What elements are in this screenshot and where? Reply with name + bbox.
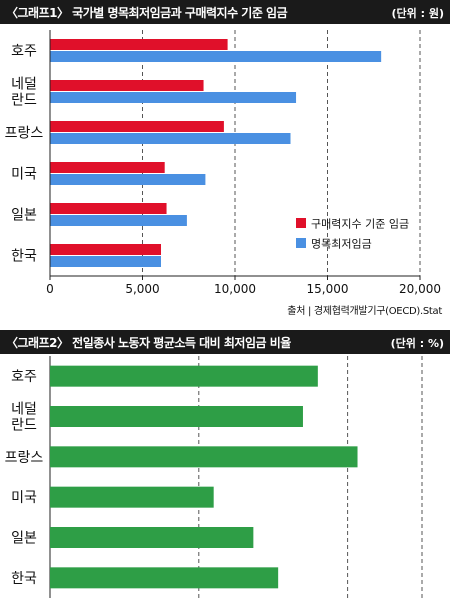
chart1-bar-ppp-3 [50, 162, 165, 173]
chart1-legend-label-1: 명목최저임금 [311, 238, 372, 251]
chart2-category-label-1-0: 네덜 [11, 402, 37, 418]
chart1-category-label-3: 미국 [11, 167, 37, 183]
chart2-bar-5 [50, 567, 279, 589]
chart1-header: 〈그래프1〉 국가별 명목최저임금과 구매력지수 기준 임금 (단위 : 원) [0, 0, 450, 24]
chart2-bar-2 [50, 446, 358, 468]
chart1-xtick-label-1: 5,000 [125, 282, 159, 296]
chart1-category-label-1-1: 란드 [11, 93, 37, 109]
chart1-title: 〈그래프1〉 국가별 명목최저임금과 구매력지수 기준 임금 [6, 6, 288, 20]
chart1-xtick-label-0: 0 [46, 282, 54, 296]
chart1-category-label-4: 일본 [11, 208, 37, 224]
chart2-category-label-4: 일본 [11, 531, 37, 547]
chart1-bar-nominal-2 [50, 133, 291, 144]
chart2-category-label-3: 미국 [11, 490, 37, 506]
chart1-unit: (단위 : 원) [391, 7, 444, 20]
chart2-category-label-2: 프랑스 [5, 450, 44, 466]
chart2-category-label-1-1: 란드 [11, 418, 37, 434]
chart1-legend-swatch-0 [296, 218, 306, 228]
chart1-legend-label-0: 구매력지수 기준 임금 [311, 218, 409, 231]
chart1-category-label-5: 한국 [11, 249, 37, 265]
chart2-category-label-5: 한국 [11, 571, 37, 587]
chart1-category-label-1-0: 네덜 [11, 77, 37, 93]
chart2-bar-4 [50, 527, 254, 548]
chart2-bar-1 [50, 406, 303, 427]
chart2-bar-0 [50, 365, 318, 387]
chart2-header: 〈그래프2〉 전일종사 노동자 평균소득 대비 최저임금 비율 (단위 : %) [0, 330, 450, 354]
chart1-bar-ppp-5 [50, 244, 161, 255]
chart2-bar-3 [50, 486, 214, 508]
chart1-source: 출처 | 경제협력개발기구(OECD).Stat [287, 306, 442, 317]
chart1-xtick-label-3: 15,000 [307, 282, 349, 296]
chart1-legend-swatch-1 [296, 238, 306, 248]
chart1-bar-nominal-0 [50, 51, 382, 62]
chart1-bar-ppp-2 [50, 121, 224, 132]
chart1-bar-nominal-5 [50, 256, 161, 267]
chart1-xtick-label-4: 20,000 [399, 282, 441, 296]
chart1-category-label-2: 프랑스 [5, 126, 44, 142]
chart1-bar-nominal-3 [50, 174, 206, 185]
chart1-bar-nominal-4 [50, 215, 187, 226]
chart2-title: 〈그래프2〉 전일종사 노동자 평균소득 대비 최저임금 비율 [6, 336, 291, 350]
chart1-bar-ppp-4 [50, 203, 167, 214]
chart2-category-label-0: 호주 [11, 369, 37, 385]
chart2-unit: (단위 : %) [390, 337, 444, 350]
chart1-category-label-0: 호주 [11, 44, 37, 60]
chart1-bar-ppp-1 [50, 80, 204, 91]
chart1-bar-ppp-0 [50, 39, 228, 50]
chart1-xtick-label-2: 10,000 [214, 282, 256, 296]
chart1-bar-nominal-1 [50, 92, 297, 103]
